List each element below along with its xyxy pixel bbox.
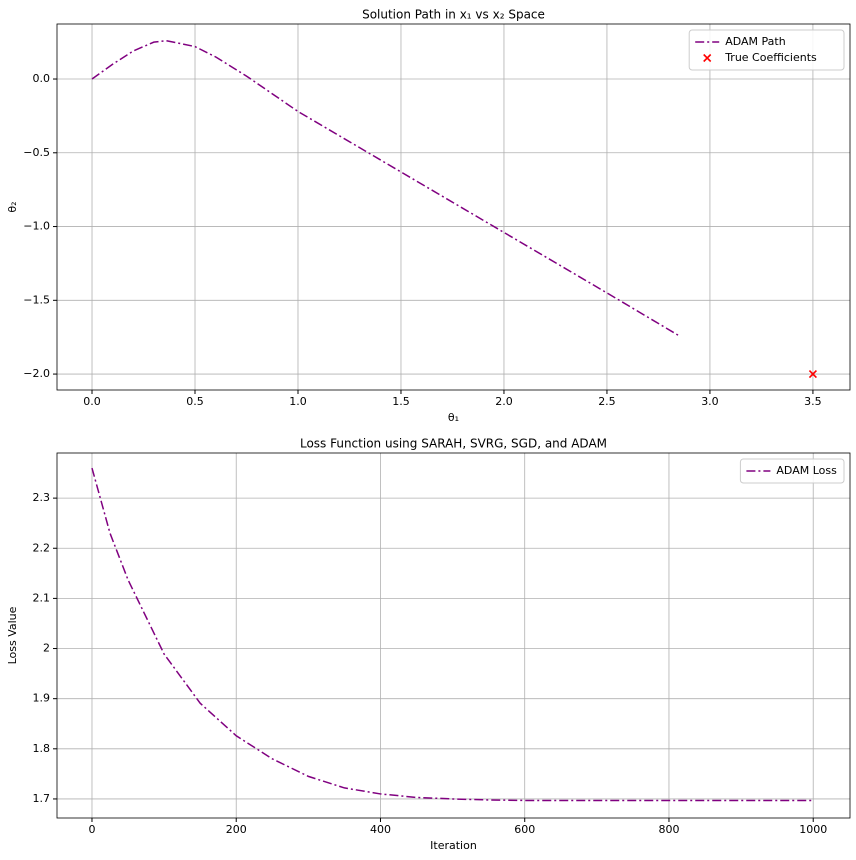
x-tick-label: 0 (88, 823, 95, 836)
y-axis-label: θ₂ (6, 201, 19, 212)
y-tick-label: 1.9 (33, 692, 51, 705)
axes-frame (56, 23, 851, 391)
x-tick-label: 0.0 (83, 395, 101, 408)
x-tick-label: 400 (370, 823, 391, 836)
scatter-point (808, 370, 817, 379)
legend-marker (703, 53, 712, 63)
chart-title: Solution Path in x₁ vs x₂ Space (362, 8, 545, 22)
x-tick-label: 600 (514, 823, 535, 836)
legend-label: ADAM Path (725, 35, 786, 48)
y-tick-label: 2.3 (33, 491, 51, 504)
x-marker-shape (808, 370, 817, 379)
legend-label: True Coefficients (724, 51, 817, 64)
x-tick-label: 2.0 (495, 395, 513, 408)
x-tick-label: 1.0 (289, 395, 307, 408)
x-tick-label: 800 (658, 823, 679, 836)
series-line (91, 39, 680, 337)
x-tick-label: 200 (226, 823, 247, 836)
chart-title: Loss Function using SARAH, SVRG, SGD, an… (300, 437, 607, 451)
y-tick-label: 1.8 (33, 742, 51, 755)
y-tick-label: −0.5 (23, 146, 50, 159)
x-tick-label: 0.5 (186, 395, 204, 408)
legend-box (739, 458, 845, 484)
y-tick-label: 2.2 (33, 541, 51, 554)
y-tick-label: 2 (43, 642, 50, 655)
x-axis-label: Iteration (430, 839, 477, 852)
y-tick-label: −1.5 (23, 293, 50, 306)
legend-box (688, 29, 845, 71)
x-tick-label: 3.0 (701, 395, 719, 408)
x-tick-label: 3.5 (804, 395, 822, 408)
y-axis-label: Loss Value (6, 606, 19, 664)
legend-label: ADAM Loss (776, 464, 837, 477)
x-tick-label: 2.5 (598, 395, 616, 408)
x-axis-label: θ₁ (448, 411, 459, 424)
y-tick-label: 1.7 (33, 792, 51, 805)
y-tick-label: 0.0 (33, 72, 51, 85)
x-marker-shape (703, 53, 712, 63)
x-tick-label: 1000 (799, 823, 827, 836)
y-tick-label: −1.0 (23, 220, 50, 233)
series-line (91, 467, 814, 802)
axes-frame (56, 452, 851, 819)
y-tick-label: −2.0 (23, 367, 50, 380)
x-tick-label: 1.5 (392, 395, 410, 408)
y-tick-label: 2.1 (33, 591, 51, 604)
